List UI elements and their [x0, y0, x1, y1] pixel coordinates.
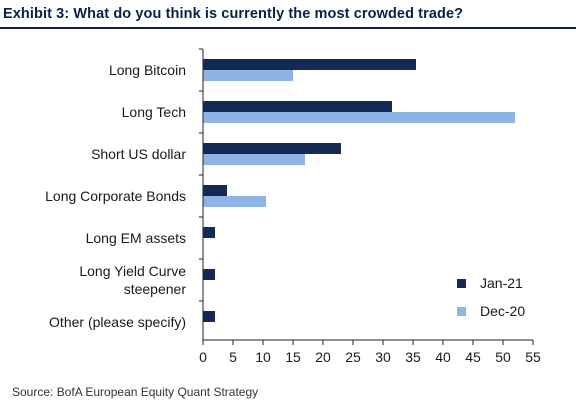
chart-title: Exhibit 3: What do you think is currentl…: [3, 6, 464, 22]
category-label: Long Corporate Bonds: [45, 188, 186, 204]
category-label: Long Tech: [122, 104, 186, 120]
bar-jan-21-5: [203, 269, 215, 280]
bar-jan-21-4: [203, 227, 215, 238]
legend: Jan-21 Dec-20: [457, 275, 525, 319]
category-label: Long EM assets: [86, 230, 186, 246]
x-tick-label: 30: [375, 349, 391, 365]
x-tick-label: 15: [285, 349, 301, 365]
bar-chart: Long Bitcoin Long Tech Short US dollar Long…: [45, 48, 541, 365]
category-label-line: Long EM assets: [86, 230, 186, 246]
x-tick-label: 25: [345, 349, 361, 365]
x-tick-label: 0: [199, 349, 207, 365]
bar-dec-20-3: [203, 196, 266, 207]
x-tick-label: 5: [229, 349, 237, 365]
title-divider: [0, 27, 576, 29]
category-label: Long Bitcoin: [109, 62, 186, 78]
x-tick-label: 35: [405, 349, 421, 365]
category-label-line: Long Corporate Bonds: [45, 188, 186, 204]
source-note: Source: BofA European Equity Quant Strat…: [12, 385, 259, 399]
category-label: Short US dollar: [91, 146, 186, 162]
category-label: Long Yield Curve steepener: [79, 263, 186, 297]
category-label-line: Long Bitcoin: [109, 62, 186, 78]
bars-group: [203, 59, 515, 322]
legend-swatch-dec-20: [457, 307, 466, 316]
bar-jan-21-2: [203, 143, 341, 154]
x-tick-label: 10: [255, 349, 271, 365]
x-tick-label: 20: [315, 349, 331, 365]
x-tick-label: 50: [495, 349, 511, 365]
x-axis: 0 5 10 15 20 25 30 35 40 45 50 55: [199, 48, 541, 365]
legend-label-jan-21: Jan-21: [480, 275, 523, 291]
bar-jan-21-3: [203, 185, 227, 196]
x-tick-label: 55: [525, 349, 541, 365]
bar-dec-20-2: [203, 154, 305, 165]
category-label-line: steepener: [124, 281, 187, 297]
x-tick-label: 45: [465, 349, 481, 365]
bar-jan-21-1: [203, 101, 392, 112]
x-tick-label: 40: [435, 349, 451, 365]
category-label-line: Other (please specify): [49, 314, 186, 330]
category-label: Other (please specify): [49, 314, 186, 330]
category-label-line: Long Tech: [122, 104, 186, 120]
category-label-line: Long Yield Curve: [79, 263, 186, 279]
bar-dec-20-1: [203, 112, 515, 123]
bar-jan-21-6: [203, 311, 215, 322]
category-labels: Long Bitcoin Long Tech Short US dollar Long…: [45, 62, 186, 330]
bar-jan-21-0: [203, 59, 416, 70]
category-label-line: Short US dollar: [91, 146, 186, 162]
legend-swatch-jan-21: [457, 279, 466, 288]
legend-label-dec-20: Dec-20: [480, 303, 525, 319]
bar-dec-20-0: [203, 70, 293, 81]
